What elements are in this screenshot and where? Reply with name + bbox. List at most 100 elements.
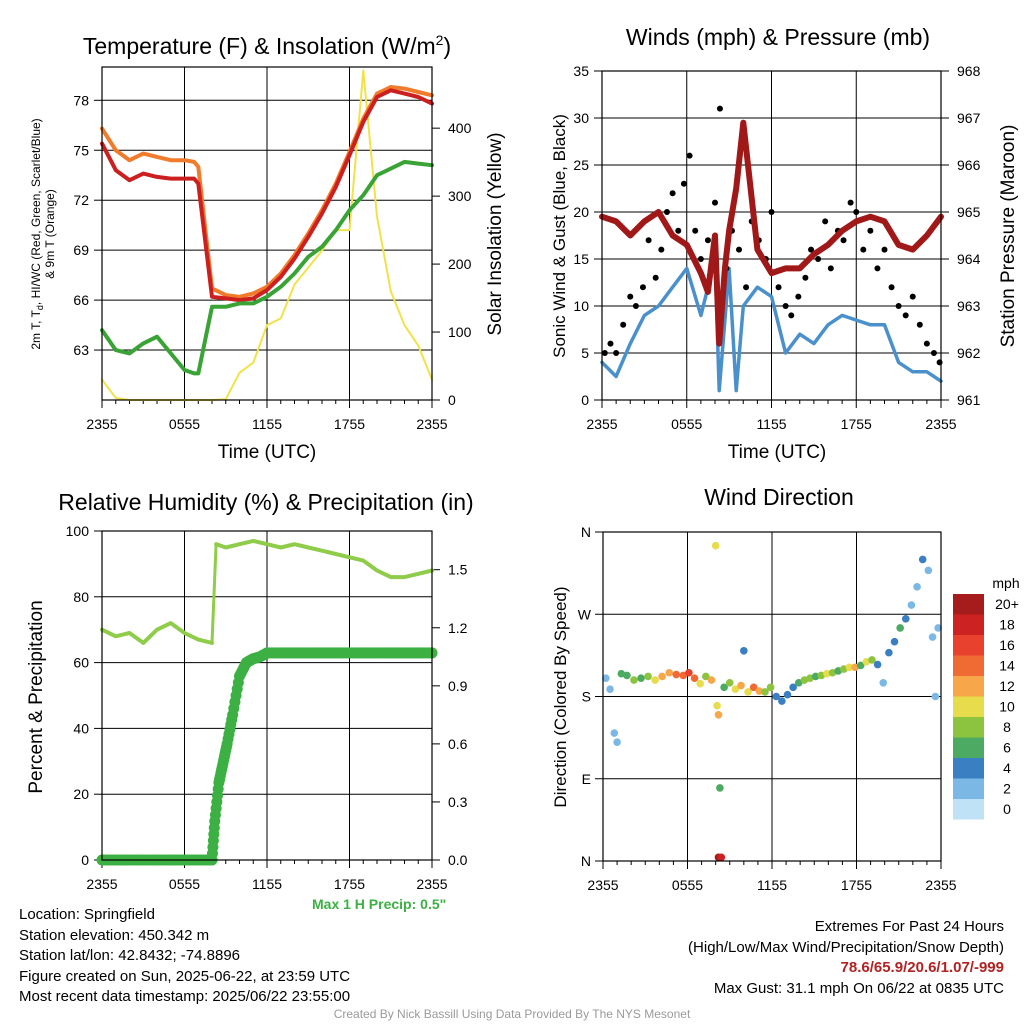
colorbar-label: 14 [999,658,1015,674]
dir-ytick-label: S [582,689,591,705]
rh-ytick-label: 80 [73,589,89,605]
direction-point [725,678,734,687]
direction-point [928,633,937,641]
temperature-panel: Temperature (F) & Insolation (W/m2) Time… [29,32,506,463]
temp-frame [101,66,433,401]
wind-ytick-label: 30 [573,110,589,126]
colorbar-label: 8 [1003,719,1011,735]
direction-point [665,668,673,677]
wind-y2tick-label: 965 [957,204,981,220]
direction-point [766,683,775,692]
direction-point [868,656,876,664]
gust-point [686,152,693,159]
winds-xlabel: Time (UTC) [728,442,827,463]
rh-y2tick-label: 1.2 [448,620,468,636]
gust-point [881,246,888,253]
temp-y2tick-label: 0 [448,392,456,408]
gust-point [909,293,916,300]
direction-point [630,676,638,684]
gust-point [795,293,802,300]
temperature-ylabel-line2: & 9m T (Orange) [43,189,57,279]
direction-point [934,624,942,632]
credit-line: Created By Nick Bassill Using Data Provi… [333,1007,691,1021]
direction-point [606,685,614,693]
wind-y2tick-label: 967 [957,110,981,126]
gust-point [853,209,860,215]
gust-point [930,350,937,356]
colorbar-label: 16 [999,637,1015,653]
gust-point [645,237,652,244]
colorbar-label: 18 [999,617,1015,633]
gust-point [840,237,847,244]
humidity-title: Relative Humidity (%) & Precipitation (i… [58,489,473,515]
gust-point [860,246,867,253]
direction-point [823,669,831,678]
gust-point [704,237,711,244]
temperature-ylabel-line1: 2m T, Td, HI/WC (Red, Green, Scarlet/Blu… [29,118,45,349]
wind-y2tick-label: 963 [957,298,981,314]
colorbar-label: 20+ [995,596,1019,612]
direction-point [856,661,865,670]
winds-y2label: Station Pressure (Maroon) [998,125,1019,348]
direction-panel: Wind Direction Direction (Colored By Spe… [551,484,1020,893]
direction-point [623,671,631,680]
dir-xtick-label: 0555 [672,877,703,893]
gust-point [802,274,809,281]
gust-point [822,218,829,225]
colorbar-swatch [953,778,984,799]
direction-point [637,674,645,683]
direction-ylabel: Direction (Colored By Speed) [551,586,570,807]
direction-point [783,690,792,699]
direction-point [918,555,927,564]
gust-point [815,256,822,262]
gust-point [847,199,854,206]
direction-point [720,683,728,692]
gust-point [874,265,881,272]
direction-point [931,692,940,701]
direction-point [901,615,910,623]
gust-point [658,246,665,253]
temp-y2tick-label: 200 [448,256,472,272]
gust-point [601,350,608,356]
figure-created: Figure created on Sun, 2025-06-22, at 23… [19,967,351,985]
wind-xtick-label: 1155 [756,416,786,432]
gust-point [923,340,930,347]
colorbar-swatch [953,676,984,697]
gust-point [675,227,682,234]
recent-timestamp: Most recent data timestamp: 2025/06/22 2… [19,988,351,1005]
temp-y2tick-label: 100 [448,324,472,340]
dir-frame [602,531,942,862]
direction-point [714,710,723,719]
direction-point [672,670,681,679]
direction-point [644,672,652,681]
gust-point [680,180,687,187]
direction-point [711,541,720,550]
direction-point [690,674,699,683]
direction-point [873,660,882,669]
gust-point [768,209,775,215]
colorbar-label: 10 [999,699,1015,715]
rh-xtick-label: 1755 [334,876,365,892]
gust-point [902,312,909,319]
wind-xtick-label: 0555 [671,416,702,432]
max-gust: Max Gust: 31.1 mph On 06/22 at 0835 UTC [713,979,1004,997]
direction-point [778,697,786,705]
wind-y2tick-label: 966 [957,157,981,173]
rh-y2tick-label: 1.5 [448,562,468,578]
wind-ytick-label: 15 [573,251,589,267]
gust-point [782,303,789,309]
direction-point [879,678,888,687]
dir-xtick-label: 2355 [587,877,618,893]
direction-point [896,624,904,632]
speed-colorbar: mph 20+ 18 16 14 12 10 8 6 4 2 0 [953,575,1020,820]
station-info: Location: Springfield Station elevation:… [19,905,350,1008]
colorbar-swatch [953,758,984,779]
direction-point [924,566,933,575]
direction-point [845,663,854,672]
temp-xtick-label: 1755 [334,416,365,432]
rh-xtick-label: 2355 [86,876,117,892]
gust-point [613,350,620,356]
humidity-panel: Relative Humidity (%) & Precipitation (i… [26,489,474,892]
dir-ytick-label: N [581,853,591,869]
